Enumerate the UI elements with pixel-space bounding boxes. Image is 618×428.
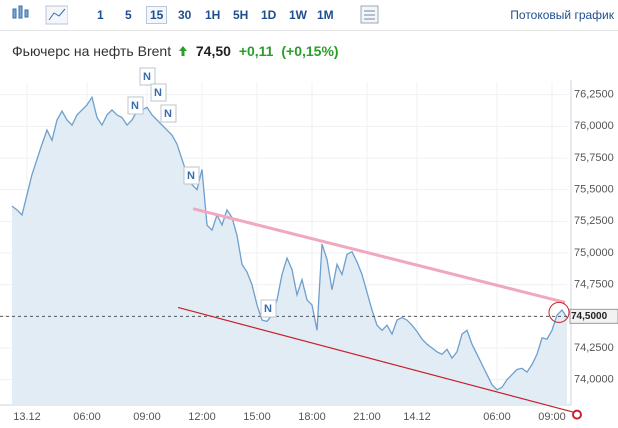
x-tick-label: 06:00 — [483, 411, 511, 423]
interval-button[interactable]: 1D — [261, 8, 277, 22]
interval-button[interactable]: 5 — [125, 8, 132, 22]
change: +0,11 — [238, 43, 274, 59]
stream-link[interactable]: Потоковый график — [510, 8, 614, 22]
area — [12, 97, 567, 405]
y-tick-label: 74,2500 — [574, 342, 614, 354]
x-tick-label: 09:00 — [133, 411, 161, 423]
x-tick-label: 13.12 — [13, 411, 41, 423]
price: 74,50 — [195, 43, 231, 59]
interval-button[interactable]: 1W — [289, 8, 307, 22]
news-marker[interactable] — [183, 166, 200, 185]
header: Фьючерс на нефть Brent 74,50 +0,11 (+0,1… — [12, 43, 339, 59]
news-marker[interactable] — [150, 83, 167, 102]
trend-line — [177, 306, 576, 414]
last-price-label: 74,5000 — [571, 311, 608, 322]
news-label: N — [187, 170, 195, 182]
up-arrow — [178, 46, 187, 56]
news-label: N — [143, 71, 151, 83]
x-tick-label: 14.12 — [403, 411, 431, 423]
trend-line — [192, 207, 566, 304]
news-marker[interactable] — [260, 299, 277, 318]
y-tick-label: 75,7500 — [574, 152, 614, 164]
instrument-title: Фьючерс на нефть Brent — [12, 43, 172, 59]
x-tick-label: 12:00 — [188, 411, 216, 423]
interval-button[interactable]: 30 — [178, 8, 192, 22]
x-tick-label: 09:00 — [538, 411, 566, 423]
x-tick-label: 18:00 — [298, 411, 326, 423]
y-tick-label: 74,7500 — [574, 279, 614, 291]
news-label: N — [164, 108, 172, 120]
x-tick-label: 06:00 — [73, 411, 101, 423]
news-label: N — [154, 87, 162, 99]
price-line — [11, 95, 568, 391]
news-marker[interactable] — [139, 67, 156, 86]
chart-type-icons[interactable] — [8, 0, 68, 30]
news-label: N — [131, 100, 139, 112]
news-label: N — [264, 303, 272, 315]
y-tick-label: 74,0000 — [574, 374, 614, 386]
y-tick-label: 76,2500 — [574, 89, 614, 101]
trend-handle — [548, 301, 570, 323]
settings-icon[interactable] — [360, 5, 380, 25]
interval-button[interactable]: 1 — [97, 8, 104, 22]
x-tick-label: 15:00 — [243, 411, 271, 423]
last-price-box — [569, 308, 618, 324]
interval-button[interactable]: 1M — [317, 8, 334, 22]
x-tick-label: 21:00 — [353, 411, 381, 423]
y-tick-label: 76,0000 — [574, 120, 614, 132]
news-marker[interactable] — [127, 96, 144, 115]
interval-button[interactable]: 1H — [205, 8, 221, 22]
toolbar: 1 5 15 30 1H 5H 1D 1W 1M Потоковый график — [0, 0, 618, 31]
y-tick-label: 75,0000 — [574, 247, 614, 259]
y-tick-label: 75,5000 — [574, 184, 614, 196]
trend-handle — [572, 409, 582, 420]
y-tick-label: 75,2500 — [574, 215, 614, 227]
news-marker[interactable] — [160, 104, 177, 123]
interval-button[interactable]: 15 — [146, 6, 168, 24]
interval-button[interactable]: 5H — [233, 8, 249, 22]
change-percent: (+0,15%) — [281, 43, 339, 59]
